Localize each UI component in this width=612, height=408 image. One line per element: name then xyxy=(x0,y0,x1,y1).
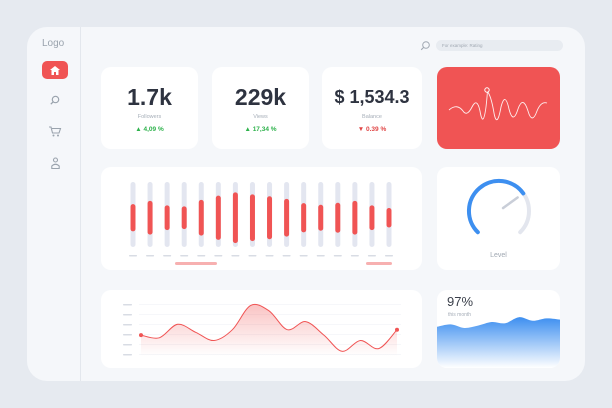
bar xyxy=(198,199,204,236)
bar xyxy=(386,208,392,228)
bar xyxy=(164,205,170,231)
bar xyxy=(181,206,187,230)
stat-value: 1.7k xyxy=(127,84,172,110)
area-subtitle: this month xyxy=(448,312,472,318)
bar xyxy=(249,194,255,242)
stat-label: Followers xyxy=(137,114,162,120)
tick-label-placeholder xyxy=(299,255,308,257)
y-tick-label-placeholder xyxy=(123,344,132,346)
tick-label-placeholder xyxy=(197,255,206,257)
level-gauge xyxy=(466,178,531,235)
pulse-card xyxy=(437,67,560,149)
bar xyxy=(215,195,221,240)
header-search-icon[interactable] xyxy=(420,40,431,51)
user-icon xyxy=(50,157,60,170)
tick-label-placeholder xyxy=(214,255,223,257)
stat-label: Balance xyxy=(362,114,382,120)
stat-value: $ 1,534.3 xyxy=(334,87,410,107)
stat-delta: ▲ 4,09 % xyxy=(135,126,164,133)
y-tick-label-placeholder xyxy=(123,334,132,336)
logo: Logo xyxy=(42,38,65,49)
gauge-card xyxy=(437,167,560,270)
search-icon xyxy=(50,95,60,105)
sidebar-item-user[interactable] xyxy=(48,156,62,170)
gauge-label: Level xyxy=(490,252,507,259)
area-chart xyxy=(437,317,560,368)
range-slider-left[interactable] xyxy=(175,262,217,265)
bar xyxy=(318,204,324,231)
sidebar-item-home[interactable] xyxy=(42,61,68,79)
tick-label-placeholder xyxy=(163,255,172,257)
sidebar-item-cart[interactable] xyxy=(48,124,62,138)
stat-value: 229k xyxy=(234,84,287,110)
tick-label-placeholder xyxy=(180,255,189,257)
line-end-point xyxy=(395,327,399,332)
line-start-point xyxy=(139,333,143,338)
bar xyxy=(130,204,136,232)
line-area-fill xyxy=(141,304,397,356)
y-tick-label-placeholder xyxy=(123,354,132,356)
stat-card-followers: 1.7k Followers ▲ 4,09 % xyxy=(101,67,198,149)
area-series xyxy=(437,317,560,368)
bar xyxy=(369,205,375,231)
tick-label-placeholder xyxy=(129,255,137,257)
bar xyxy=(335,202,341,233)
y-tick-label-placeholder xyxy=(123,314,132,316)
sidebar-item-search[interactable] xyxy=(48,93,62,107)
bar xyxy=(284,198,290,237)
line-chart xyxy=(123,303,401,356)
pulse-marker xyxy=(484,87,490,93)
trend-up-icon: ▲ xyxy=(135,126,144,133)
bar-chart-card xyxy=(101,167,422,270)
stat-label: Views xyxy=(253,114,268,120)
y-tick-label-placeholder xyxy=(123,324,132,326)
tick-label-placeholder xyxy=(385,255,393,257)
bar xyxy=(232,192,238,244)
tick-label-placeholder xyxy=(146,255,155,257)
home-icon xyxy=(50,65,60,75)
tick-label-placeholder xyxy=(333,255,342,257)
tick-label-placeholder xyxy=(248,255,257,257)
tick-label-placeholder xyxy=(282,255,291,257)
line-chart-card xyxy=(101,290,422,368)
tick-label-placeholder xyxy=(316,255,325,257)
cart-icon xyxy=(49,125,62,136)
sidebar xyxy=(27,27,81,381)
stat-card-views: 229k Views ▲ 17,34 % xyxy=(212,67,309,149)
bar xyxy=(147,200,153,235)
bar-chart xyxy=(129,182,393,265)
tick-label-placeholder xyxy=(350,255,359,257)
tick-label-placeholder xyxy=(265,255,274,257)
bar xyxy=(301,203,307,233)
area-chart-card xyxy=(437,290,560,368)
tick-label-placeholder xyxy=(367,255,376,257)
line-series xyxy=(140,303,398,352)
bar xyxy=(267,196,273,240)
pulse-line-chart xyxy=(448,87,548,121)
stat-delta: ▲ 17,34 % xyxy=(244,126,277,133)
area-percent: 97% xyxy=(447,294,474,309)
stat-delta: ▼ 0.39 % xyxy=(357,126,387,133)
range-slider-right[interactable] xyxy=(366,262,392,265)
tick-label-placeholder xyxy=(231,255,240,257)
trend-down-icon: ▼ xyxy=(357,126,366,133)
y-tick-label-placeholder xyxy=(123,304,132,306)
trend-up-icon: ▲ xyxy=(244,126,253,133)
search-input[interactable]: For example: Rating xyxy=(436,40,563,51)
stat-card-balance: $ 1,534.3 Balance ▼ 0.39 % xyxy=(322,67,422,149)
bar xyxy=(352,200,358,235)
